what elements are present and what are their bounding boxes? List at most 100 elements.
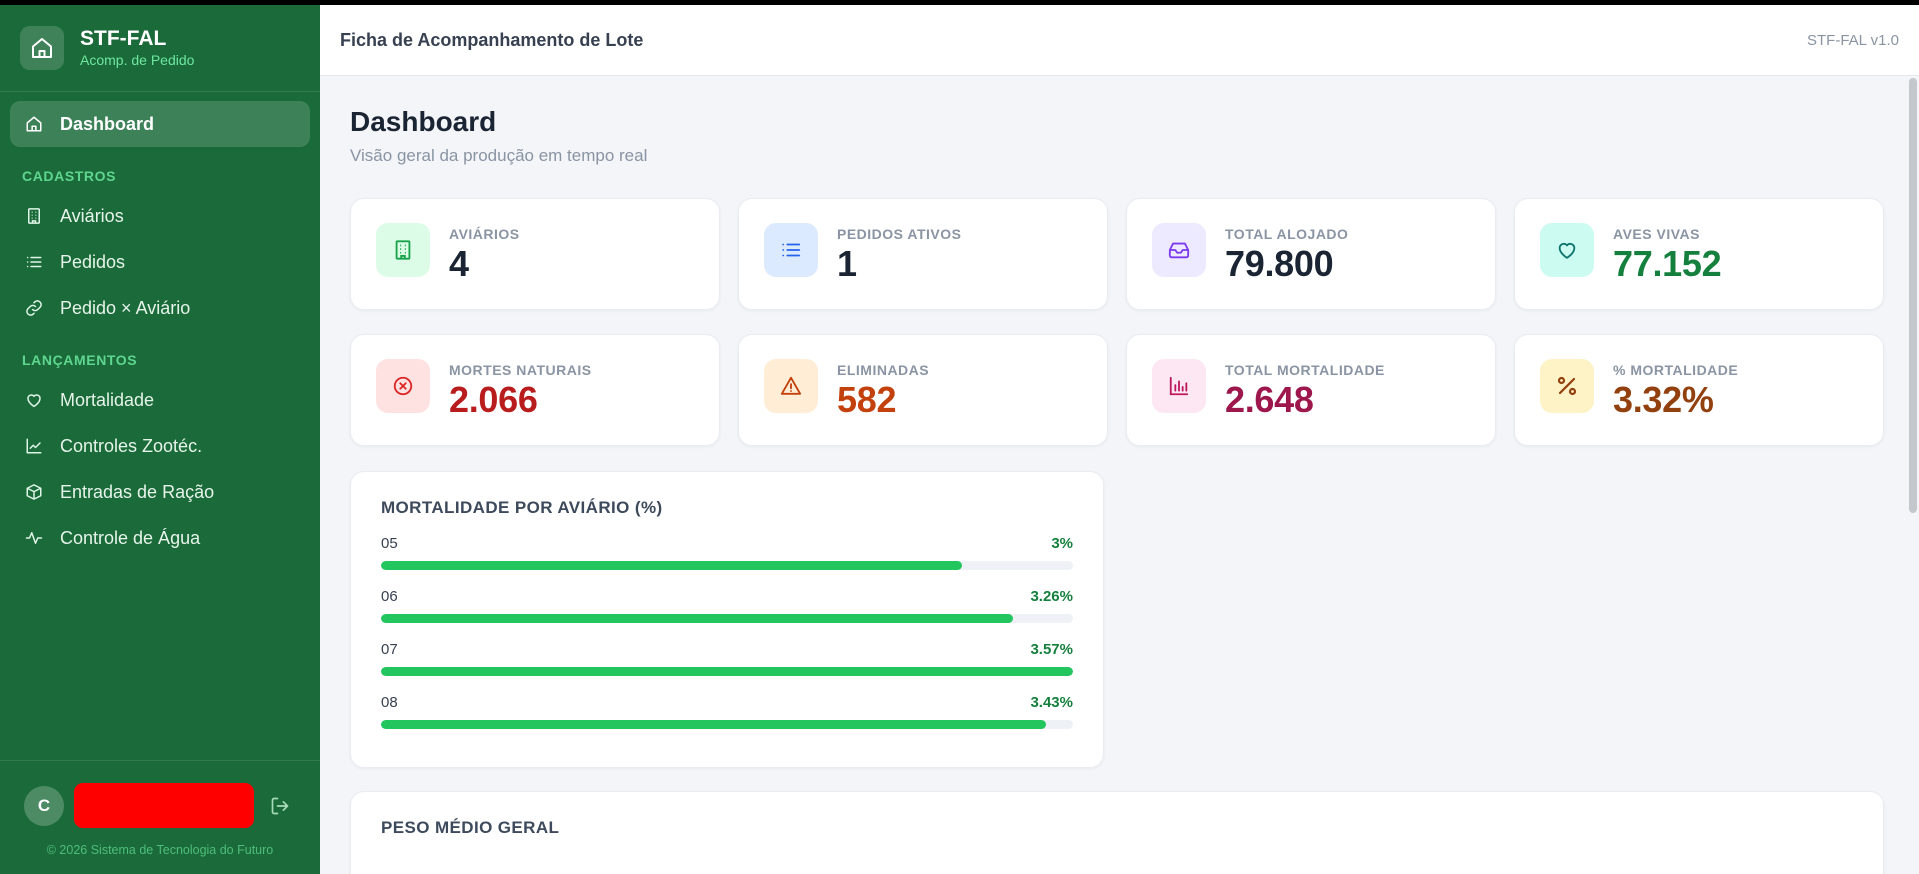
stat-card-total-alojado: TOTAL ALOJADO 79.800 — [1126, 198, 1496, 310]
stat-value: 77.152 — [1613, 243, 1722, 284]
panel-title: MORTALIDADE POR AVIÁRIO (%) — [381, 498, 663, 517]
stat-value: 2.648 — [1225, 379, 1314, 420]
activity-icon — [24, 528, 44, 548]
percent-icon — [1540, 359, 1594, 413]
sidebar-item-label: Mortalidade — [60, 389, 155, 410]
sidebar-nav: Dashboard CADASTROS Aviários Pedidos Ped… — [0, 92, 320, 561]
stat-value: 3.32% — [1613, 379, 1714, 420]
bar-value: 3.57% — [1030, 641, 1073, 658]
bar-label: 08 — [381, 694, 398, 711]
stat-label: PEDIDOS ATIVOS — [837, 226, 962, 242]
sidebar-item-label: Pedido × Aviário — [60, 297, 191, 318]
mortalidade-bars: 05 3% 06 3.26% 07 3.57% 08 3.43% — [381, 535, 1073, 729]
heart-icon — [24, 390, 44, 410]
home-icon — [24, 114, 44, 134]
bar-value: 3.26% — [1030, 588, 1073, 605]
bar-row-05: 05 3% — [381, 535, 1073, 570]
copyright: © 2026 Sistema de Tecnologia do Futuro — [46, 843, 274, 857]
building-icon — [376, 223, 430, 277]
stat-value: 79.800 — [1225, 243, 1334, 284]
sidebar-item-label: Controle de Água — [60, 527, 201, 548]
sidebar-item-label: Pedidos — [60, 251, 126, 272]
sidebar-item-agua[interactable]: Controle de Água — [10, 515, 310, 561]
bar-fill — [381, 720, 1046, 729]
peso-medio-card: PESO MÉDIO GERAL — [350, 791, 1884, 874]
stat-value: 582 — [837, 379, 897, 420]
stat-label: AVIÁRIOS — [449, 226, 520, 242]
stat-card-total-mortalidade: TOTAL MORTALIDADE 2.648 — [1126, 334, 1496, 446]
logout-icon[interactable] — [268, 794, 292, 818]
brand-title: STF-FAL — [80, 27, 167, 50]
sidebar-item-aviarios[interactable]: Aviários — [10, 193, 310, 239]
bar-fill — [381, 561, 963, 570]
x-circle-icon — [376, 359, 430, 413]
stat-card-mortes-naturais: MORTES NATURAIS 2.066 — [350, 334, 720, 446]
topbar-title: Ficha de Acompanhamento de Lote — [340, 29, 644, 50]
stat-value: 1 — [837, 243, 857, 284]
bar-row-08: 08 3.43% — [381, 694, 1073, 729]
nav-section-lancamentos: LANÇAMENTOS — [22, 352, 138, 368]
bar-track — [381, 561, 1073, 570]
package-icon — [24, 482, 44, 502]
page-title: Dashboard — [350, 106, 497, 137]
stat-label: AVES VIVAS — [1613, 226, 1700, 242]
stat-label: TOTAL ALOJADO — [1225, 226, 1349, 242]
list-icon — [764, 223, 818, 277]
stat-label: % MORTALIDADE — [1613, 362, 1739, 378]
stat-card-pedidos-ativos: PEDIDOS ATIVOS 1 — [738, 198, 1108, 310]
building-icon — [24, 206, 44, 226]
bar-fill — [381, 667, 1073, 676]
brand-subtitle: Acomp. de Pedido — [80, 52, 195, 68]
sidebar-item-label: Aviários — [60, 205, 124, 226]
sidebar-item-label: Entradas de Ração — [60, 481, 215, 502]
page-subtitle: Visão geral da produção em tempo real — [350, 146, 648, 165]
list-icon — [24, 252, 44, 272]
sidebar-item-pedido-aviario[interactable]: Pedido × Aviário — [10, 285, 310, 331]
stat-card-aviarios: AVIÁRIOS 4 — [350, 198, 720, 310]
sidebar-item-label: Dashboard — [60, 113, 155, 134]
topbar: Ficha de Acompanhamento de Lote STF-FAL … — [320, 5, 1919, 76]
sidebar-footer: C © 2026 Sistema de Tecnologia do Futuro — [0, 760, 320, 874]
stat-value: 4 — [449, 243, 469, 284]
bar-track — [381, 720, 1073, 729]
user-row: C — [0, 761, 320, 828]
bar-value: 3.43% — [1030, 694, 1073, 711]
main-content: Dashboard Visão geral da produção em tem… — [320, 76, 1919, 874]
brand: STF-FAL Acomp. de Pedido — [0, 5, 320, 92]
bar-value: 3% — [1051, 535, 1073, 552]
stat-value: 2.066 — [449, 379, 538, 420]
sidebar: STF-FAL Acomp. de Pedido Dashboard CADAS… — [0, 5, 320, 874]
bar-label: 06 — [381, 588, 398, 605]
bar-row-06: 06 3.26% — [381, 588, 1073, 623]
trending-up-icon — [24, 436, 44, 456]
stat-card-aves-vivas: AVES VIVAS 77.152 — [1514, 198, 1884, 310]
stat-label: MORTES NATURAIS — [449, 362, 592, 378]
warning-icon — [764, 359, 818, 413]
sidebar-item-label: Controles Zootéc. — [60, 435, 203, 456]
bar-track — [381, 614, 1073, 623]
inbox-icon — [1152, 223, 1206, 277]
app-version: STF-FAL v1.0 — [1807, 31, 1899, 49]
sidebar-item-pedidos[interactable]: Pedidos — [10, 239, 310, 285]
bar-label: 07 — [381, 641, 398, 658]
stat-card-eliminadas: ELIMINADAS 582 — [738, 334, 1108, 446]
mortalidade-por-aviario-card: MORTALIDADE POR AVIÁRIO (%) 05 3% 06 3.26% 0… — [350, 471, 1104, 768]
link-icon — [24, 298, 44, 318]
home-logo-icon — [20, 26, 64, 70]
nav-section-cadastros: CADASTROS — [22, 168, 117, 184]
bar-fill — [381, 614, 1013, 623]
chart-bar-icon — [1152, 359, 1206, 413]
bar-track — [381, 667, 1073, 676]
stat-card-percent-mortalidade: % MORTALIDADE 3.32% — [1514, 334, 1884, 446]
avatar[interactable]: C — [24, 785, 64, 826]
user-name-redacted — [74, 783, 254, 828]
scrollbar[interactable] — [1909, 78, 1917, 513]
bar-label: 05 — [381, 535, 398, 552]
sidebar-item-controles[interactable]: Controles Zootéc. — [10, 423, 310, 469]
sidebar-item-racao[interactable]: Entradas de Ração — [10, 469, 310, 515]
bar-row-07: 07 3.57% — [381, 641, 1073, 676]
heart-icon — [1540, 223, 1594, 277]
panel-title: PESO MÉDIO GERAL — [381, 818, 560, 837]
sidebar-item-dashboard[interactable]: Dashboard — [10, 101, 310, 147]
sidebar-item-mortalidade[interactable]: Mortalidade — [10, 377, 310, 423]
